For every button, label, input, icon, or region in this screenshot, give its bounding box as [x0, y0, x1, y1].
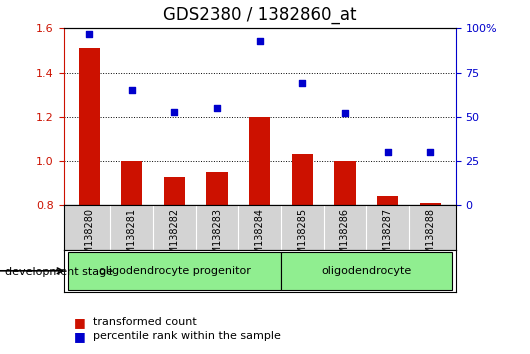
Bar: [292, 154, 313, 205]
Text: GSM138286: GSM138286: [340, 207, 350, 267]
Text: GSM138281: GSM138281: [127, 207, 137, 267]
Text: GSM138287: GSM138287: [383, 207, 393, 267]
Bar: [78, 48, 100, 205]
Bar: [164, 177, 185, 205]
Bar: [121, 161, 143, 205]
Text: percentile rank within the sample: percentile rank within the sample: [93, 331, 280, 341]
Point: [426, 149, 435, 155]
Text: GSM138284: GSM138284: [255, 207, 264, 267]
Title: GDS2380 / 1382860_at: GDS2380 / 1382860_at: [163, 6, 357, 24]
Text: GSM138283: GSM138283: [212, 207, 222, 267]
Bar: [249, 117, 270, 205]
Bar: [281, 252, 452, 290]
Text: GSM138280: GSM138280: [84, 207, 94, 267]
Point: [85, 31, 93, 36]
Text: development stage: development stage: [5, 267, 113, 277]
Point: [341, 110, 349, 116]
Point: [128, 87, 136, 93]
Point: [255, 38, 264, 44]
Point: [213, 105, 222, 111]
Bar: [420, 203, 441, 205]
Point: [170, 109, 179, 114]
Bar: [68, 252, 281, 290]
Bar: [334, 161, 356, 205]
Text: transformed count: transformed count: [93, 317, 197, 327]
Text: oligodendrocyte: oligodendrocyte: [321, 266, 411, 276]
Text: ■: ■: [74, 330, 86, 343]
Text: oligodendrocyte progenitor: oligodendrocyte progenitor: [99, 266, 250, 276]
Point: [298, 80, 306, 86]
Bar: [206, 172, 228, 205]
Text: ■: ■: [74, 316, 86, 329]
Text: GSM138285: GSM138285: [297, 207, 307, 267]
Text: GSM138282: GSM138282: [170, 207, 180, 267]
Point: [383, 149, 392, 155]
Bar: [377, 196, 398, 205]
Text: GSM138288: GSM138288: [425, 207, 435, 267]
